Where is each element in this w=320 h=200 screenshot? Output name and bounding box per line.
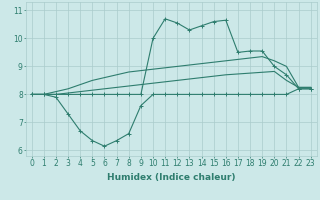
X-axis label: Humidex (Indice chaleur): Humidex (Indice chaleur) xyxy=(107,173,236,182)
